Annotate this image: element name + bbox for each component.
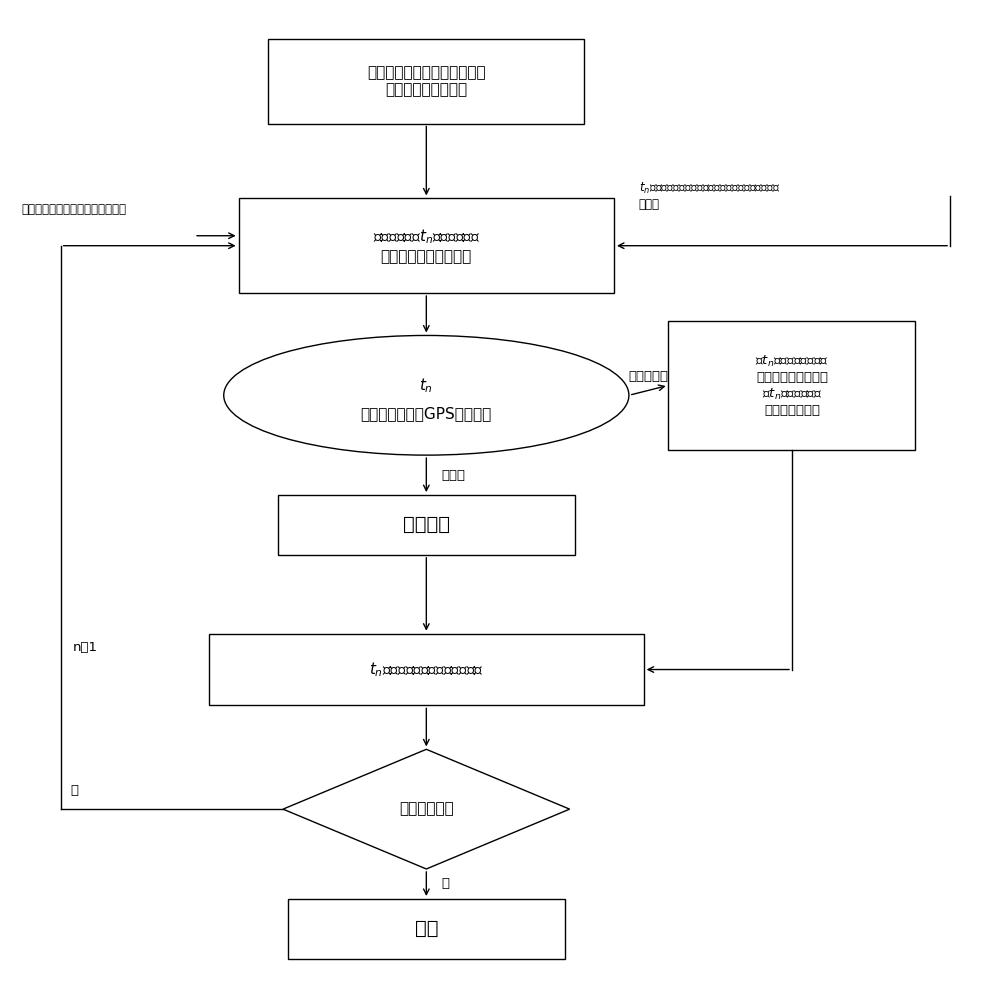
Text: $t_n$时刻惯性导航数据（三个角速度信息，三个加速度
信息）: $t_n$时刻惯性导航数据（三个角速度信息，三个加速度 信息） <box>639 181 780 211</box>
Text: 没有接收到: 没有接收到 <box>628 370 669 383</box>
Text: 否: 否 <box>70 784 78 797</box>
Text: $t_n$: $t_n$ <box>419 376 433 395</box>
Text: 时刻是否接收到GPS导航信息: 时刻是否接收到GPS导航信息 <box>361 406 492 421</box>
Text: 结束: 结束 <box>414 919 438 938</box>
Text: 惯性导航得到$t_n$时刻惯导解算
出的位置、速度和姿态: 惯性导航得到$t_n$时刻惯导解算 出的位置、速度和姿态 <box>373 228 480 264</box>
Ellipse shape <box>224 335 629 455</box>
FancyBboxPatch shape <box>239 198 614 293</box>
FancyBboxPatch shape <box>669 320 916 450</box>
Text: 组合导航: 组合导航 <box>402 515 450 534</box>
Polygon shape <box>283 749 570 869</box>
FancyBboxPatch shape <box>278 495 575 555</box>
FancyBboxPatch shape <box>269 39 585 124</box>
Text: 将$t_n$时刻惯导解算出的
位置、速度和姿态作
为$t_n$时刻实际的位
置、速度和姿态: 将$t_n$时刻惯导解算出的 位置、速度和姿态作 为$t_n$时刻实际的位 置、… <box>755 354 828 417</box>
Text: 是: 是 <box>441 877 449 890</box>
Text: 接收到: 接收到 <box>441 469 465 482</box>
Text: n加1: n加1 <box>72 641 97 654</box>
FancyBboxPatch shape <box>209 634 644 705</box>
Text: 前一时刻实际的位置、速度和姿态: 前一时刻实际的位置、速度和姿态 <box>21 203 126 216</box>
Text: 空中粗对准得到初始时刻实际
的位置、速度和姿态: 空中粗对准得到初始时刻实际 的位置、速度和姿态 <box>367 65 486 97</box>
Text: $t_n$时刻实际的位置、速度和姿态: $t_n$时刻实际的位置、速度和姿态 <box>369 660 484 679</box>
Text: 是否命中目标: 是否命中目标 <box>399 802 454 817</box>
FancyBboxPatch shape <box>288 899 565 959</box>
